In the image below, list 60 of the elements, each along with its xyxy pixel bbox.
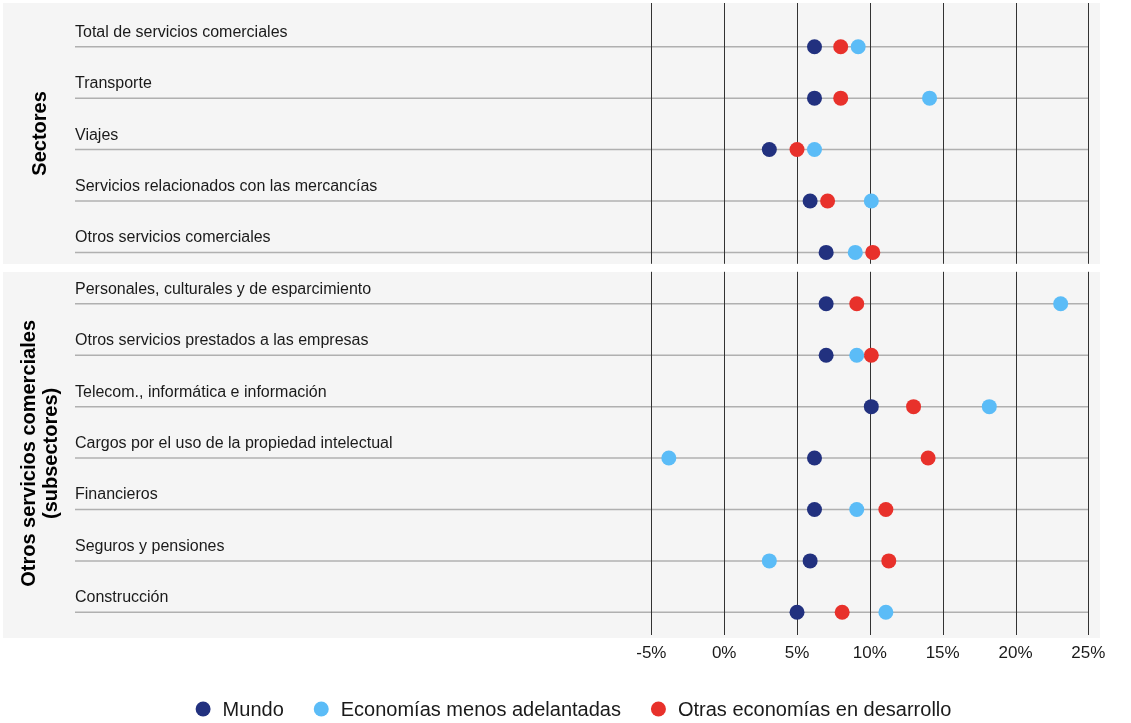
point xyxy=(878,604,894,620)
point xyxy=(833,90,849,106)
point xyxy=(834,604,850,620)
y-tick-label: Viajes xyxy=(75,125,119,143)
point xyxy=(806,501,822,517)
point xyxy=(922,90,938,106)
legend-label: Otras economías en desarrollo xyxy=(677,697,952,720)
point xyxy=(906,399,922,415)
x-tick-label: -5% xyxy=(636,642,667,662)
point xyxy=(850,39,866,55)
y-tick-label: Seguros y pensiones xyxy=(75,536,225,554)
y-tick-label: Transporte xyxy=(75,74,152,92)
point xyxy=(820,193,836,209)
y-tick-label: Servicios relacionados con las mercancías xyxy=(75,176,378,194)
x-tick-label: 20% xyxy=(998,642,1033,662)
point xyxy=(865,244,881,260)
point xyxy=(761,553,777,569)
point xyxy=(849,501,865,517)
point xyxy=(863,399,879,415)
point xyxy=(789,142,805,158)
y-tick-label: Telecom., informática e información xyxy=(75,382,327,400)
x-tick-label: 15% xyxy=(925,642,960,662)
x-tick-label: 5% xyxy=(784,642,810,662)
point xyxy=(878,501,894,517)
y-tick-label: Otros servicios comerciales xyxy=(75,228,271,246)
y-tick-label: Financieros xyxy=(75,485,158,503)
y-tick-label: Personales, culturales y de esparcimiento xyxy=(75,279,372,297)
point xyxy=(847,244,863,260)
point xyxy=(806,450,822,466)
x-tick-label: 10% xyxy=(852,642,887,662)
y-tick-label: Cargos por el uso de la propiedad intelectual xyxy=(75,434,393,452)
y-tick-label: Otros servicios prestados a las empresas xyxy=(75,331,369,349)
annotation: Sectores xyxy=(27,91,50,176)
y-tick-label: Total de servicios comerciales xyxy=(75,22,288,40)
point xyxy=(833,39,849,55)
point xyxy=(761,142,777,158)
point xyxy=(806,90,822,106)
legend-label: Economías menos adelantadas xyxy=(340,697,621,720)
point xyxy=(806,39,822,55)
x-tick-label: 25% xyxy=(1071,642,1106,662)
point xyxy=(806,142,822,158)
point xyxy=(920,450,936,466)
point xyxy=(863,347,879,363)
x-tick-label: 0% xyxy=(711,642,737,662)
point xyxy=(802,193,818,209)
point xyxy=(818,347,834,363)
point xyxy=(1053,296,1069,312)
point xyxy=(818,296,834,312)
point xyxy=(661,450,677,466)
y-tick-label: Construcción xyxy=(75,588,169,606)
legend-label: Mundo xyxy=(222,697,284,720)
point xyxy=(849,296,865,312)
annotation: Otros servicios comerciales (subsectores) xyxy=(16,319,61,587)
point xyxy=(849,347,865,363)
point xyxy=(802,553,818,569)
point xyxy=(789,604,805,620)
point xyxy=(981,399,997,415)
point xyxy=(818,244,834,260)
point xyxy=(863,193,879,209)
point xyxy=(881,553,897,569)
